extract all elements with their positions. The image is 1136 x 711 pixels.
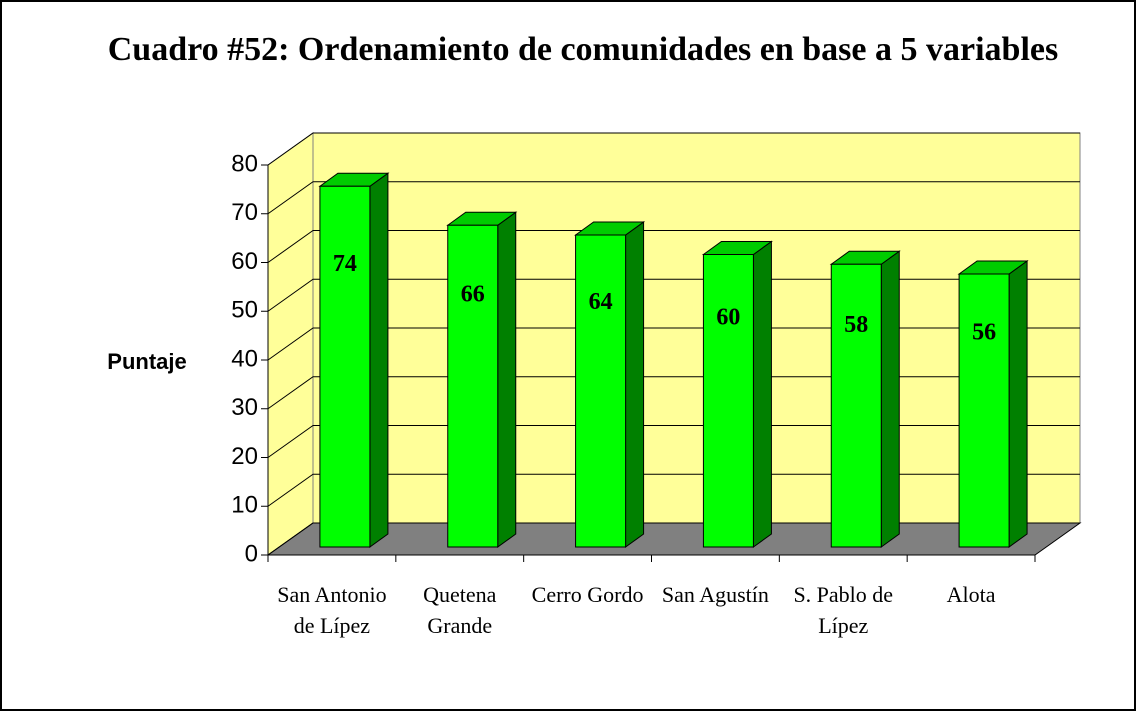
y-tick-label: 10: [231, 492, 258, 519]
data-label: 74: [333, 251, 357, 277]
chart-title: Cuadro #52: Ordenamiento de comunidades …: [108, 31, 1058, 68]
x-tick-label: San Antonio de Lípez: [277, 582, 387, 638]
y-axis-title: Puntaje: [107, 349, 186, 374]
bar: [319, 185, 371, 548]
grid-line: [267, 327, 1080, 361]
floor: [266, 522, 1082, 556]
x-tick-label: Alota: [946, 582, 996, 607]
x-tick-label: San Agustín: [661, 582, 769, 607]
y-tick-label: 70: [231, 199, 258, 226]
grid-line: [267, 278, 1080, 312]
data-label: 58: [844, 312, 868, 338]
grid-line: [267, 425, 1080, 458]
bar-side: [880, 250, 900, 548]
grid-line: [267, 181, 1080, 215]
grid-line: [267, 473, 1080, 507]
x-tick-label: S. Pablo de Lípez: [793, 582, 894, 638]
bar: [702, 254, 754, 548]
bar-side: [497, 211, 517, 548]
bar-side: [1008, 260, 1028, 548]
grid-line: [267, 522, 1080, 556]
y-tick-label: 30: [231, 394, 258, 421]
data-label: 56: [972, 320, 996, 346]
bar: [958, 273, 1010, 548]
y-tick-label: 50: [231, 297, 258, 324]
bar: [830, 263, 882, 548]
y-tick-label: 40: [231, 345, 258, 372]
y-tick-label: 0: [245, 540, 258, 567]
bar: [447, 224, 499, 548]
data-label: 60: [716, 304, 740, 330]
grid-line: [267, 132, 1080, 166]
bar-side: [752, 240, 772, 548]
grid-line: [267, 376, 1080, 410]
y-tick-label: 20: [231, 443, 258, 470]
bar-side: [625, 221, 645, 548]
data-label: 64: [589, 289, 613, 315]
grid-line: [267, 230, 1080, 263]
bar: [575, 234, 627, 548]
bar-side: [369, 172, 389, 548]
y-tick-label: 60: [231, 248, 258, 275]
x-tick-label: Quetena Grande: [423, 582, 497, 638]
x-tick-label: Cerro Gordo: [531, 582, 644, 607]
y-tick-label: 80: [231, 150, 258, 177]
data-label: 66: [461, 282, 485, 308]
